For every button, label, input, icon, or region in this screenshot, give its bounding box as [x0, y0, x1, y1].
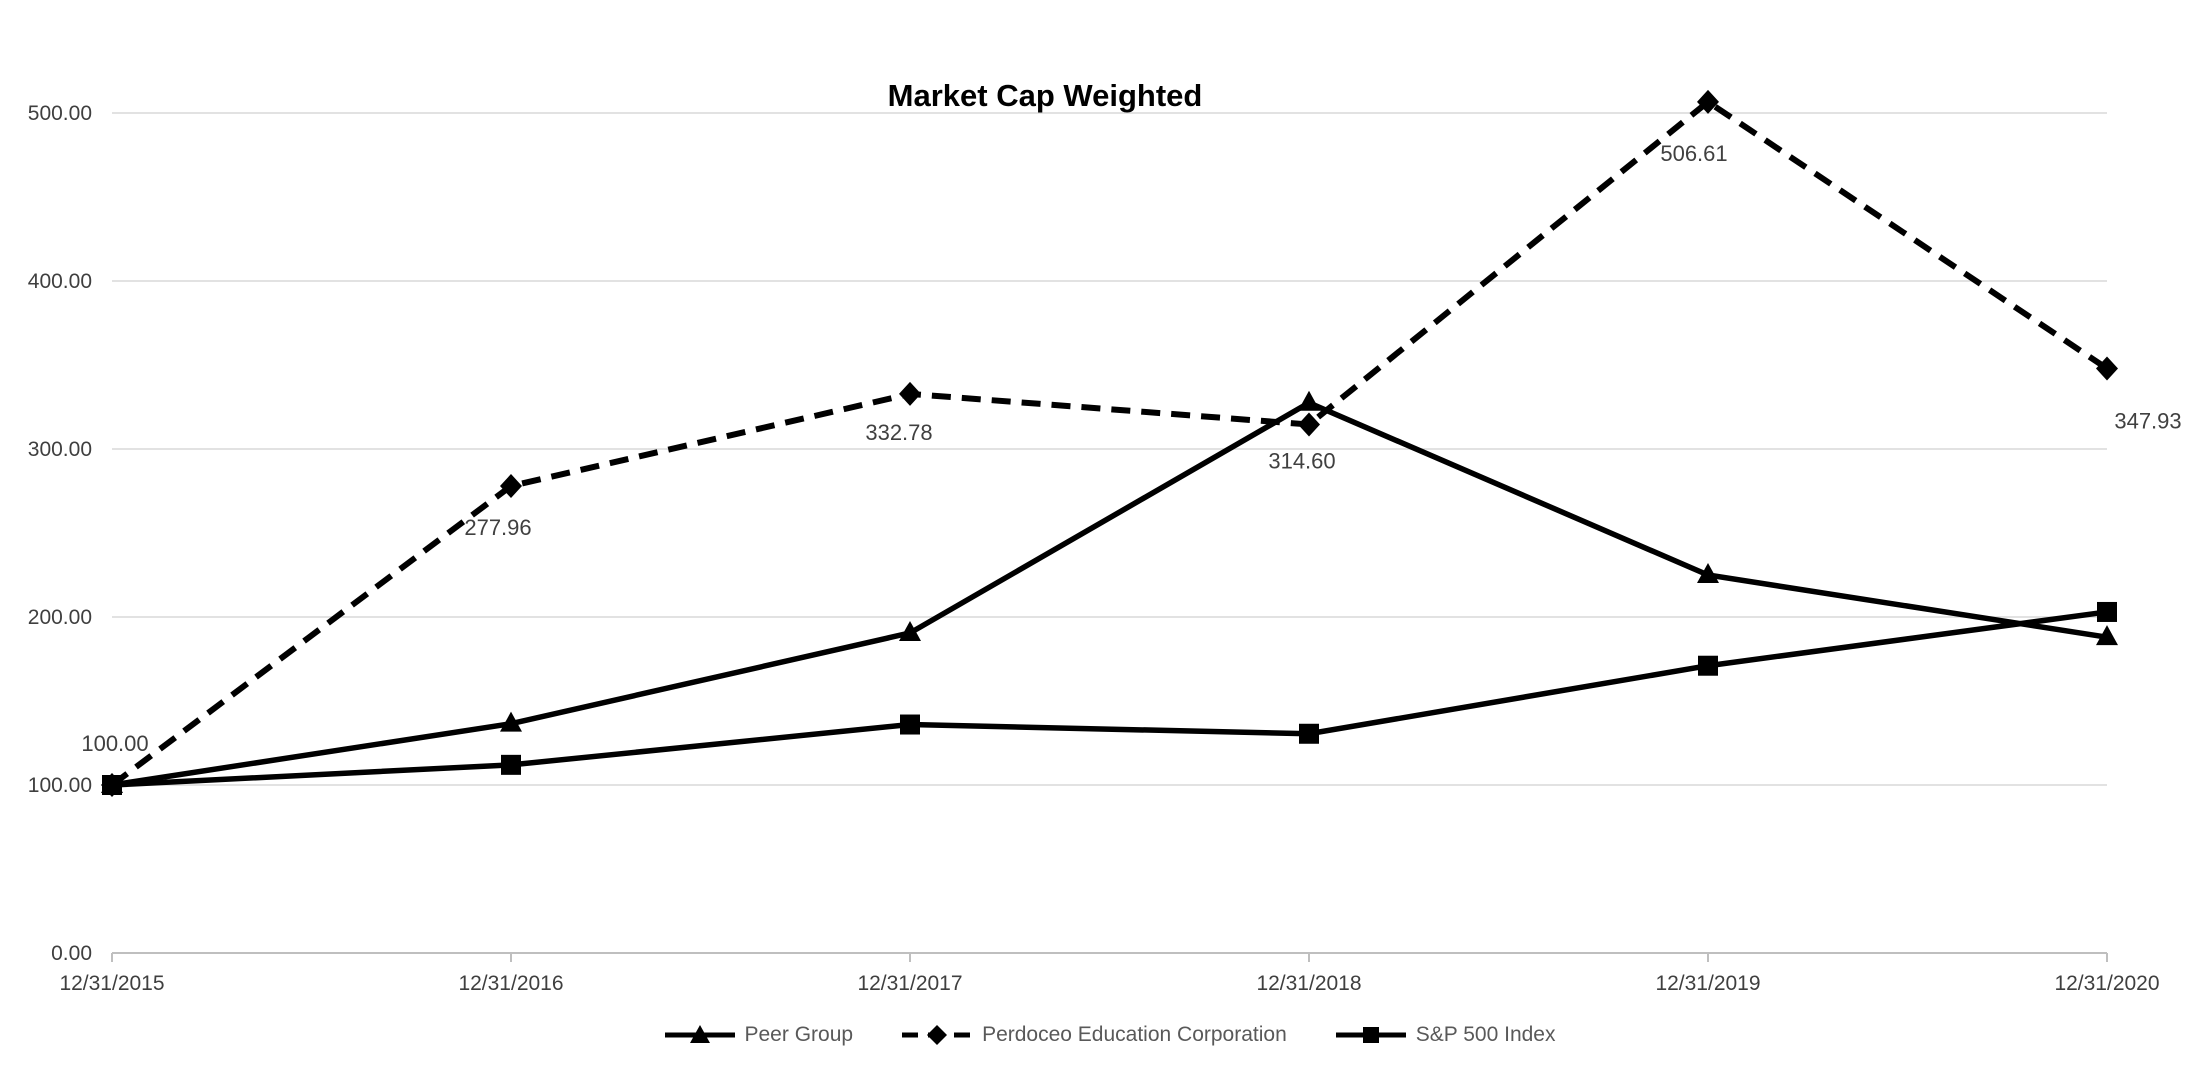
data-label: 332.78 — [865, 420, 932, 445]
legend-key-triangle-icon — [664, 1025, 735, 1043]
x-axis-tick-label: 12/31/2017 — [857, 972, 962, 995]
series-line-s-p-500-index — [111, 609, 2108, 788]
chart-title: Market Cap Weighted — [887, 78, 1203, 113]
y-axis-tick-label: 100.00 — [28, 774, 92, 797]
marker-square-icon — [501, 754, 521, 775]
marker-diamond-icon — [1697, 89, 1719, 114]
legend-item-s-p-500-index: S&P 500 Index — [1335, 1022, 1556, 1048]
data-label: 347.93 — [2114, 408, 2181, 433]
marker-square-icon — [1698, 655, 1718, 676]
marker-triangle-icon — [1697, 563, 1719, 583]
marker-square-icon — [900, 714, 920, 735]
data-label: 277.96 — [464, 515, 531, 540]
legend-item-perdoceo-education-corporation: Perdoceo Education Corporation — [901, 1022, 1287, 1048]
chart-legend: Peer Group Perdoceo Education Corporation… — [112, 1022, 2107, 1048]
y-axis-tick-label: 0.00 — [51, 942, 92, 965]
marker-diamond-icon — [2096, 356, 2118, 381]
marker-square-icon — [2097, 601, 2117, 622]
legend-key-square-icon — [1335, 1027, 1406, 1043]
legend-item-peer-group: Peer Group — [664, 1022, 854, 1048]
y-axis-tick-label: 400.00 — [28, 270, 92, 293]
legend-label-perdoceo-education-corporation: Perdoceo Education Corporation — [982, 1023, 1287, 1046]
legend-label-peer-group: Peer Group — [744, 1023, 854, 1046]
marker-triangle-icon — [500, 711, 522, 732]
y-axis-tick-label: 200.00 — [28, 606, 92, 629]
x-axis-tick-label: 12/31/2015 — [59, 972, 164, 995]
series-line-peer-group — [111, 399, 2108, 788]
series-line-perdoceo-education-corporation — [110, 98, 2109, 788]
data-label: 314.60 — [1268, 448, 1335, 473]
legend-label-s-p-500-index: S&P 500 Index — [1415, 1023, 1556, 1046]
y-axis-tick-label: 300.00 — [28, 438, 92, 461]
data-label: 100.00 — [81, 731, 148, 756]
x-axis-tick-label: 12/31/2019 — [1655, 972, 1760, 995]
marker-triangle-icon — [1298, 390, 1320, 411]
marker-diamond-icon — [500, 474, 522, 499]
x-axis-tick-label: 12/31/2018 — [1256, 972, 1361, 995]
legend-key-diamond-icon — [902, 1025, 973, 1045]
marker-diamond-icon — [1298, 412, 1320, 437]
marker-diamond-icon — [899, 381, 921, 406]
y-axis-tick-label: 500.00 — [28, 102, 92, 125]
marker-square-icon — [1299, 723, 1319, 744]
x-axis-tick-label: 12/31/2016 — [458, 972, 563, 995]
x-axis-tick-label: 12/31/2020 — [2054, 972, 2159, 995]
marker-triangle-icon — [899, 620, 921, 641]
marker-square-icon — [102, 775, 122, 795]
marker-triangle-icon — [2096, 625, 2118, 646]
data-label: 506.61 — [1660, 141, 1727, 166]
